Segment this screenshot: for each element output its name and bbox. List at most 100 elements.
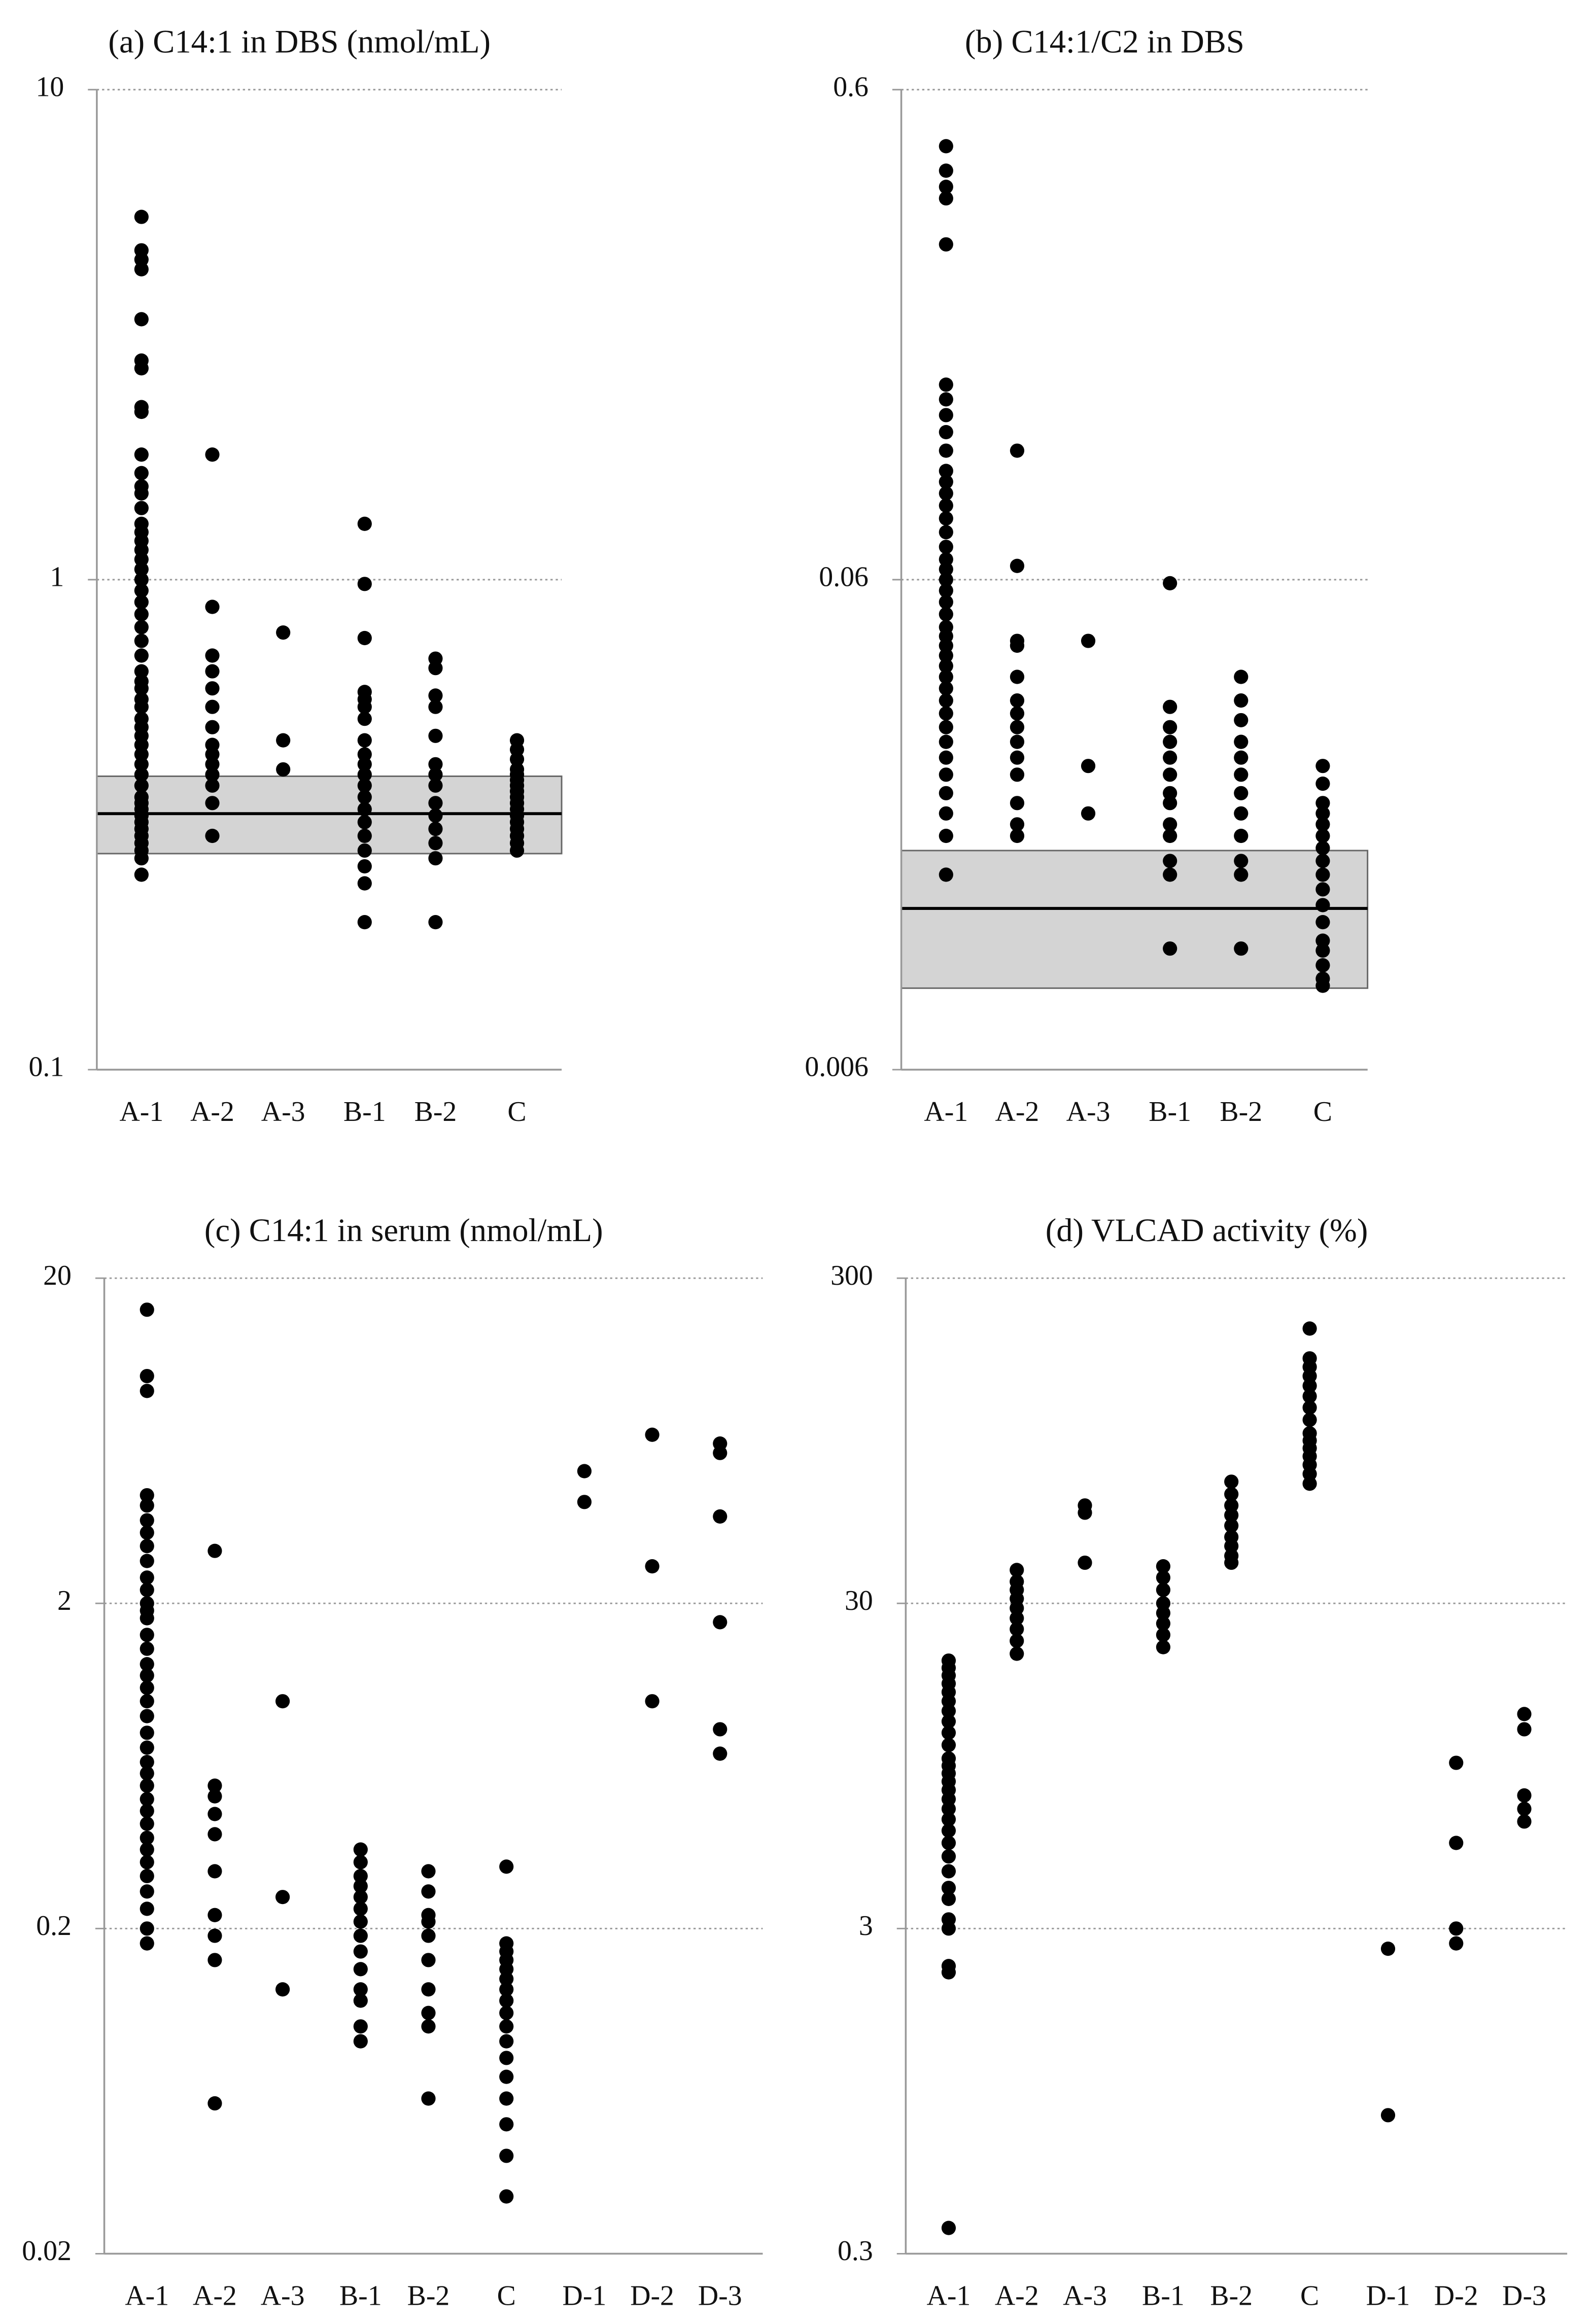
data-point [941, 1823, 956, 1838]
data-point [577, 1495, 592, 1509]
data-point [140, 1778, 154, 1793]
data-point [939, 377, 953, 392]
data-point [939, 425, 953, 440]
x-tick-label: D-1 [1366, 2280, 1410, 2311]
data-point [939, 163, 953, 178]
data-point [1234, 670, 1249, 684]
data-point [939, 867, 953, 882]
data-point [941, 1802, 956, 1816]
data-point [499, 2189, 514, 2204]
data-point [353, 1982, 368, 1997]
data-point [357, 577, 372, 591]
data-point [1315, 978, 1330, 993]
data-point [421, 2091, 436, 2106]
data-point [357, 859, 372, 874]
data-point [134, 767, 149, 782]
data-point [1156, 1606, 1171, 1621]
data-point [939, 670, 953, 684]
y-tick-label: 20 [43, 1260, 72, 1291]
data-point [939, 734, 953, 749]
data-point [1010, 767, 1025, 782]
data-point [645, 1694, 660, 1709]
data-point [357, 843, 372, 858]
data-point [428, 699, 443, 714]
data-point [1010, 750, 1025, 765]
data-point [207, 1778, 222, 1793]
data-point [941, 1836, 956, 1850]
data-point [140, 1384, 154, 1398]
x-tick-label: A-1 [119, 1096, 163, 1128]
data-point [428, 836, 443, 851]
data-point [353, 1890, 368, 1905]
data-point [1315, 867, 1330, 882]
data-point [939, 511, 953, 526]
chart-title: (c) C14:1 in serum (nmol/mL) [204, 1212, 603, 1248]
data-point [428, 757, 443, 771]
data-point [939, 607, 953, 622]
data-point [357, 733, 372, 748]
data-point [353, 1914, 368, 1929]
data-point [1234, 941, 1249, 956]
y-tick-label: 3 [859, 1910, 873, 1942]
data-point [941, 1714, 956, 1729]
data-point [1010, 670, 1025, 684]
data-point [1010, 706, 1025, 721]
data-point [134, 466, 149, 480]
data-point [941, 1921, 956, 1936]
data-point [1163, 941, 1177, 956]
data-point [357, 630, 372, 646]
data-point [140, 1368, 154, 1384]
data-point [499, 2005, 514, 2020]
data-point [1302, 1476, 1317, 1491]
data-point [140, 1936, 154, 1951]
data-point [353, 1842, 368, 1857]
data-point [499, 2069, 514, 2084]
data-point [1315, 854, 1330, 868]
data-point [1302, 1413, 1317, 1427]
data-point [1449, 1836, 1464, 1850]
data-point [939, 552, 953, 567]
data-point [421, 2005, 436, 2020]
data-point [357, 790, 372, 804]
data-point [1517, 1814, 1532, 1829]
data-point [134, 607, 149, 622]
data-point [428, 808, 443, 823]
data-point [134, 778, 149, 793]
data-point [499, 2051, 514, 2065]
data-point [421, 1864, 436, 1879]
data-point [1010, 443, 1025, 458]
data-point [428, 822, 443, 836]
data-point [499, 1971, 514, 1986]
data-point [939, 583, 953, 598]
data-point [428, 688, 443, 703]
data-point [509, 843, 525, 858]
data-point [140, 1855, 154, 1870]
data-point [1156, 1559, 1171, 1574]
data-point [941, 1849, 956, 1864]
data-point [353, 1855, 368, 1870]
data-point [939, 525, 953, 540]
data-point [1234, 867, 1249, 882]
data-point [357, 778, 372, 793]
data-point [140, 1570, 154, 1585]
data-point [140, 1641, 154, 1656]
data-point [1315, 777, 1330, 791]
data-point [939, 474, 953, 489]
x-tick-label: B-1 [339, 2280, 382, 2311]
data-point [1234, 767, 1249, 782]
data-point [134, 312, 149, 327]
data-point [1302, 1400, 1317, 1415]
data-point [713, 1446, 727, 1460]
data-point [140, 1884, 154, 1899]
data-point [939, 750, 953, 765]
data-point [353, 1902, 368, 1916]
data-point [499, 1859, 514, 1874]
data-point [1315, 806, 1330, 821]
data-point [1010, 734, 1025, 749]
data-point [1010, 817, 1025, 832]
data-point [357, 767, 372, 782]
data-point [353, 1928, 368, 1943]
data-point [1302, 1379, 1317, 1393]
data-point [713, 1722, 727, 1737]
data-point [353, 2019, 368, 2034]
